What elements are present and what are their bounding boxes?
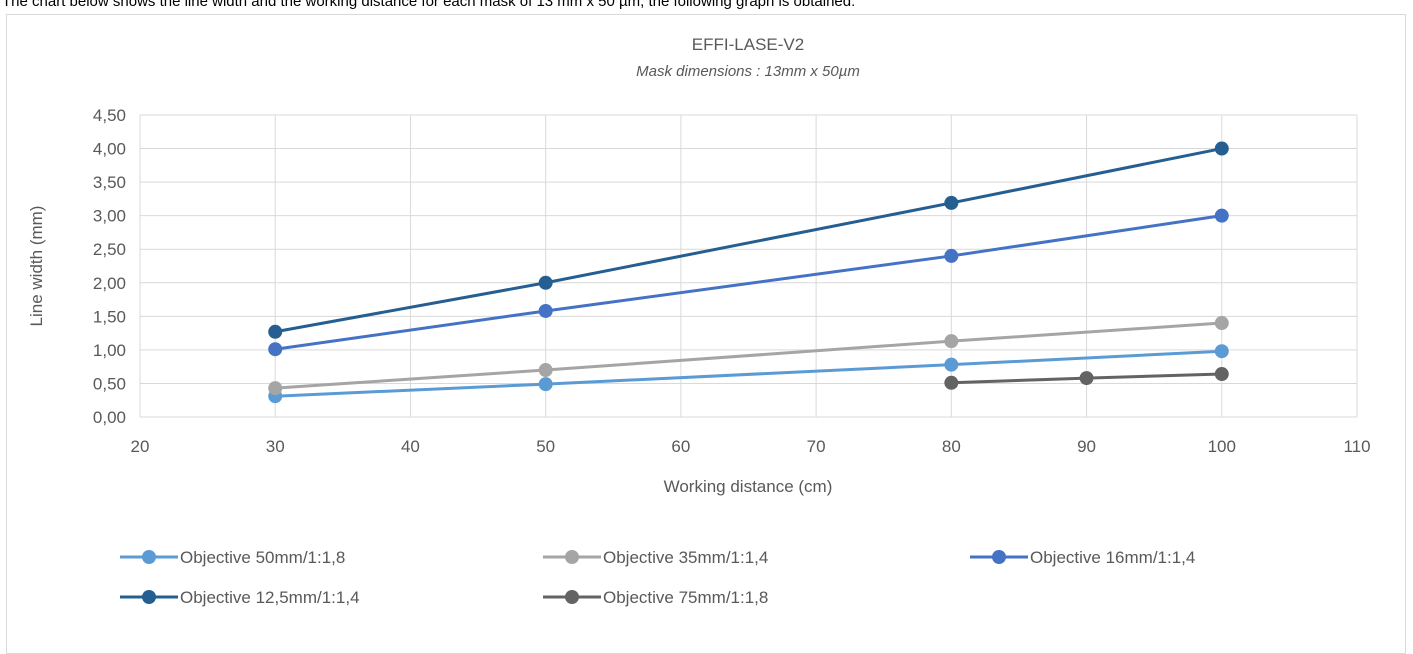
data-point [268, 324, 283, 339]
legend-marker [992, 550, 1006, 564]
chart-subtitle: Mask dimensions : 13mm x 50µm [636, 63, 860, 80]
y-tick-label: 1,50 [93, 307, 126, 326]
document-caption: The chart below shows the line width and… [2, 0, 856, 9]
y-tick-label: 1,00 [93, 341, 126, 360]
series-1 [268, 344, 1229, 404]
y-tick-label: 0,00 [93, 408, 126, 427]
x-tick-label: 50 [536, 437, 555, 456]
data-point [944, 248, 959, 263]
legend-marker [142, 550, 156, 564]
legend-item: Objective 12,5mm/1:1,4 [120, 588, 360, 607]
series-3 [268, 208, 1229, 357]
chart-title: EFFI-LASE-V2 [692, 35, 804, 54]
series-4 [268, 141, 1229, 339]
data-point [944, 334, 959, 349]
x-tick-label: 90 [1077, 437, 1096, 456]
data-point [268, 381, 283, 396]
legend-label: Objective 35mm/1:1,4 [603, 548, 768, 567]
legend-label: Objective 50mm/1:1,8 [180, 548, 345, 567]
data-point [538, 377, 553, 392]
y-tick-label: 2,50 [93, 240, 126, 259]
series-line [275, 321, 1222, 390]
x-axis-label: Working distance (cm) [664, 477, 833, 496]
legend-item: Objective 16mm/1:1,4 [970, 548, 1195, 567]
x-tick-label: 40 [401, 437, 420, 456]
y-tick-label: 4,00 [93, 140, 126, 159]
data-point [538, 303, 553, 318]
legend-label: Objective 75mm/1:1,8 [603, 588, 768, 607]
data-point [268, 342, 283, 357]
data-point [1214, 344, 1229, 359]
y-tick-label: 4,50 [93, 106, 126, 125]
legend-item: Objective 35mm/1:1,4 [543, 548, 768, 567]
line-chart: EFFI-LASE-V2 Mask dimensions : 13mm x 50… [27, 35, 1371, 607]
data-point [944, 357, 959, 372]
series-line [275, 349, 1222, 398]
y-tick-label: 0,50 [93, 374, 126, 393]
series-line [275, 214, 1222, 351]
x-tick-label: 60 [671, 437, 690, 456]
y-axis-label: Line width (mm) [27, 206, 46, 327]
legend-label: Objective 12,5mm/1:1,4 [180, 588, 360, 607]
legend-label: Objective 16mm/1:1,4 [1030, 548, 1195, 567]
series-2 [268, 316, 1229, 396]
data-point [944, 375, 959, 390]
data-point [538, 363, 553, 378]
x-tick-label: 80 [942, 437, 961, 456]
legend: Objective 50mm/1:1,8 Objective 35mm/1:1,4… [120, 548, 1195, 607]
data-point [1079, 371, 1094, 386]
x-tick-label: 20 [131, 437, 150, 456]
series-layer [268, 141, 1229, 404]
data-point [944, 195, 959, 210]
data-point [1214, 141, 1229, 156]
y-tick-label: 3,50 [93, 173, 126, 192]
data-point [1214, 367, 1229, 382]
y-tick-label: 3,00 [93, 207, 126, 226]
x-tick-label: 70 [807, 437, 826, 456]
legend-marker [142, 590, 156, 604]
legend-marker [565, 550, 579, 564]
tick-labels: 20 30 40 50 60 70 80 90 100 110 0,00 0,50 1,00 1,50 2,… [93, 106, 1371, 456]
x-tick-label: 30 [266, 437, 285, 456]
x-tick-label: 100 [1208, 437, 1236, 456]
legend-marker [565, 590, 579, 604]
legend-item: Objective 75mm/1:1,8 [543, 588, 768, 607]
x-tick-label: 110 [1343, 437, 1370, 456]
y-tick-label: 2,00 [93, 274, 126, 293]
data-point [1214, 208, 1229, 223]
grid [139, 114, 1358, 418]
data-point [538, 275, 553, 290]
legend-item: Objective 50mm/1:1,8 [120, 548, 345, 567]
data-point [1214, 316, 1229, 331]
series-line [274, 147, 1223, 334]
series-5 [944, 367, 1229, 390]
